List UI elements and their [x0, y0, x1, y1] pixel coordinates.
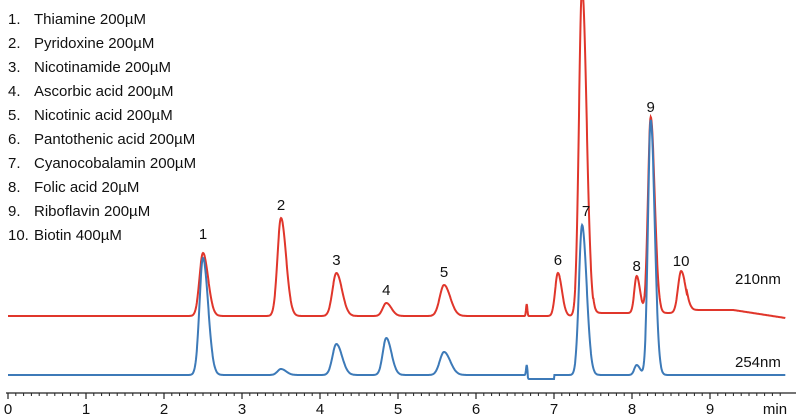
- legend-item-label: Ascorbic acid 200µM: [34, 83, 174, 100]
- legend-item-label: Nicotinamide 200µM: [34, 59, 172, 76]
- legend-item: 8. Folic acid 20µM: [8, 176, 288, 200]
- legend-item-number: 4.: [8, 83, 21, 100]
- legend-item: 2. Pyridoxine 200µM: [8, 32, 288, 56]
- legend-item-label: Thiamine 200µM: [34, 11, 147, 28]
- x-tick-label: 2: [160, 401, 168, 418]
- x-tick-label: 8: [628, 401, 636, 418]
- legend-item: 10. Biotin 400µM: [8, 224, 288, 248]
- trace-254nm: [8, 119, 786, 380]
- x-tick-label: 7: [550, 401, 558, 418]
- legend-item-label: Pantothenic acid 200µM: [34, 131, 196, 148]
- legend-item-number: 5.: [8, 107, 21, 124]
- legend-item: 9. Riboflavin 200µM: [8, 200, 288, 224]
- legend-item-number: 3.: [8, 59, 21, 76]
- legend-item-number: 7.: [8, 155, 21, 172]
- peak-label-9: 9: [647, 99, 655, 116]
- x-axis-unit-label: min: [763, 401, 787, 418]
- legend-item-label: Riboflavin 200µM: [34, 203, 151, 220]
- legend-item-number: 8.: [8, 179, 21, 196]
- legend-item: 5. Nicotinic acid 200µM: [8, 104, 288, 128]
- x-tick-label: 5: [394, 401, 402, 418]
- legend-item-label: Biotin 400µM: [34, 227, 122, 244]
- x-tick-label: 6: [472, 401, 480, 418]
- peak-label-8: 8: [633, 258, 641, 275]
- legend-item: 7. Cyanocobalamin 200µM: [8, 152, 288, 176]
- x-tick-label: 1: [82, 401, 90, 418]
- legend-item-number: 10.: [8, 227, 29, 244]
- legend-item: 3. Nicotinamide 200µM: [8, 56, 288, 80]
- legend-item: 1. Thiamine 200µM: [8, 8, 288, 32]
- x-tick-label: 0: [4, 401, 12, 418]
- legend-item-label: Folic acid 20µM: [34, 179, 140, 196]
- legend-item: 4. Ascorbic acid 200µM: [8, 80, 288, 104]
- peak-label-1: 1: [199, 226, 207, 243]
- x-tick-label: 3: [238, 401, 246, 418]
- x-tick-label: 4: [316, 401, 324, 418]
- x-tick-label: 9: [706, 401, 714, 418]
- legend-item-label: Pyridoxine 200µM: [34, 35, 155, 52]
- peak-label-2: 2: [277, 197, 285, 214]
- x-axis: 0 1 2 3 4 5 6 7 8 9 min: [4, 392, 796, 418]
- peak-labels: 1 2 3 4 5 6 7 8 9 10: [199, 99, 690, 299]
- legend-item-number: 6.: [8, 131, 21, 148]
- trace-label-254nm: 254nm: [735, 354, 781, 371]
- legend-item: 6. Pantothenic acid 200µM: [8, 128, 288, 152]
- x-axis-ticks: 0 1 2 3 4 5 6 7 8 9: [4, 393, 781, 418]
- peak-label-7: 7: [582, 203, 590, 220]
- legend: 1. Thiamine 200µM 2. Pyridoxine 200µM 3. Ni…: [8, 8, 288, 248]
- peak-label-10: 10: [673, 253, 690, 270]
- legend-item-number: 9.: [8, 203, 21, 220]
- legend-item-label: Nicotinic acid 200µM: [34, 107, 173, 124]
- legend-item-number: 1.: [8, 11, 21, 28]
- peak-label-4: 4: [382, 282, 390, 299]
- peak-label-5: 5: [440, 264, 448, 281]
- trace-label-210nm: 210nm: [735, 271, 781, 288]
- legend-item-number: 2.: [8, 35, 21, 52]
- legend-item-label: Cyanocobalamin 200µM: [34, 155, 197, 172]
- trace-lines: [8, 0, 786, 380]
- peak-label-6: 6: [554, 252, 562, 269]
- peak-label-3: 3: [332, 252, 340, 269]
